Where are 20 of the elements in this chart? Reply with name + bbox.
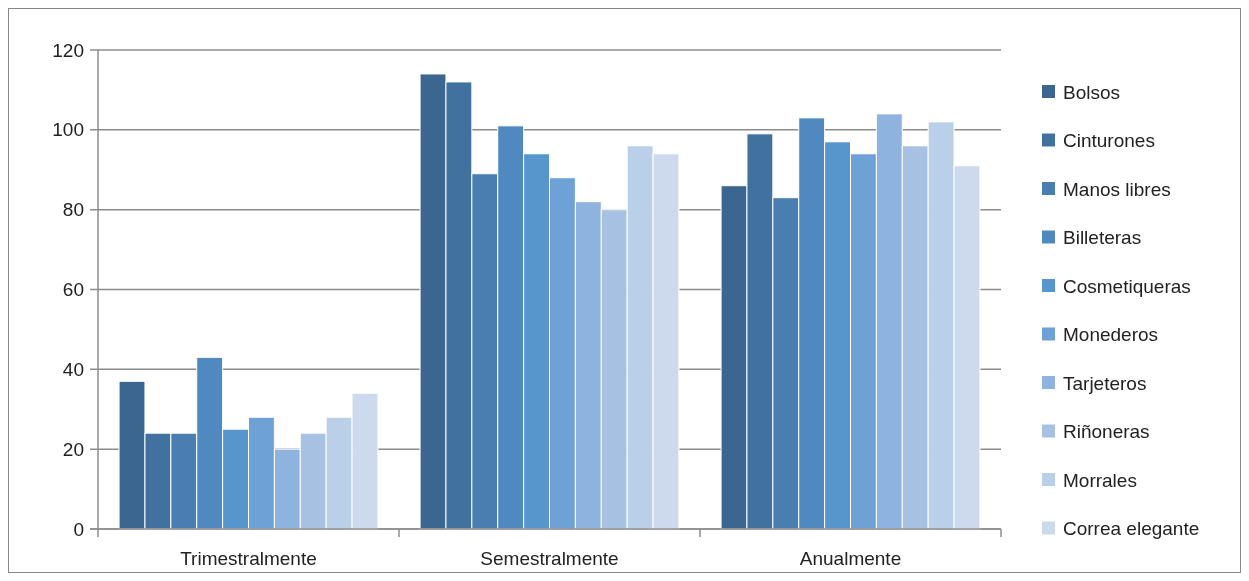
y-tick-label: 100 [52, 119, 84, 141]
legend-label: Bolsos [1063, 81, 1121, 103]
legend-label: Tarjeteros [1063, 372, 1147, 394]
x-tick-label: Semestralmente [480, 548, 619, 569]
y-tick-label: 80 [62, 199, 84, 221]
legend-label: Cinturones [1063, 130, 1155, 152]
legend-label: Cosmetiqueras [1063, 275, 1191, 297]
legend-label: Correa elegante [1063, 518, 1200, 540]
y-tick-label: 60 [62, 279, 84, 301]
y-tick-label: 40 [62, 358, 84, 380]
y-tick-label: 0 [73, 518, 84, 540]
legend-label: Billeteras [1063, 227, 1142, 249]
x-tick-label: Trimestralmente [180, 548, 317, 569]
x-tick-label: Anualmente [799, 548, 902, 569]
y-tick-label: 20 [62, 438, 84, 460]
legend-label: Monederos [1063, 324, 1159, 346]
legend-label: Riñoneras [1063, 421, 1150, 443]
legend-label: Manos libres [1063, 178, 1171, 200]
legend-label: Morrales [1063, 469, 1137, 491]
y-tick-label: 120 [52, 39, 84, 61]
